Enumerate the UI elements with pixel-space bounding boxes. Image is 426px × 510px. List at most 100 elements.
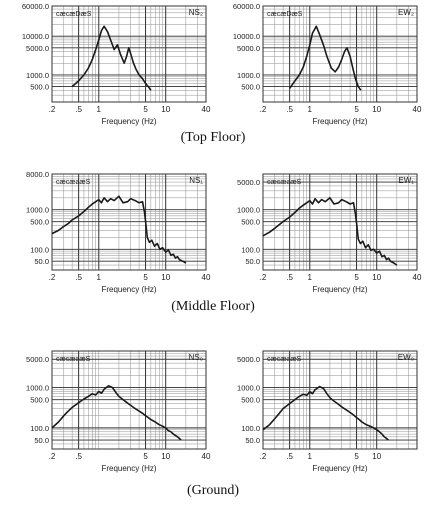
x-tick-label: .5 bbox=[75, 105, 82, 114]
y-tick-label: 5000.0 bbox=[26, 44, 49, 53]
component-label: NS₁ bbox=[189, 176, 203, 185]
x-tick-label: .2 bbox=[49, 273, 56, 282]
y-tick-label: 5000.0 bbox=[237, 44, 260, 53]
y-tick-label: 50.0 bbox=[34, 257, 49, 266]
y-tick-label: 100.0 bbox=[241, 424, 260, 433]
x-tick-label: 40 bbox=[202, 452, 211, 461]
x-tick-label: 40 bbox=[202, 105, 211, 114]
x-tick-label: 40 bbox=[413, 273, 422, 282]
caption-ground: (Ground) bbox=[186, 483, 240, 498]
caption-top-floor: (Top Floor) bbox=[180, 130, 246, 145]
series-line bbox=[262, 196, 398, 266]
component-label: EW₀ bbox=[398, 353, 414, 362]
y-tick-label: 1000.0 bbox=[26, 206, 49, 215]
x-tick-label: 5 bbox=[143, 273, 148, 282]
panel-ground-ew: .2 .5 1 5 10 50.0 100.0 500.0 1000.0 5000.0 Freque… bbox=[213, 345, 423, 475]
x-tick-label: 1 bbox=[97, 105, 102, 114]
y-tick-label: 100.0 bbox=[241, 245, 260, 254]
legend-label: cæcæDæS bbox=[56, 11, 92, 18]
x-axis-label: Frequency (Hz) bbox=[101, 117, 156, 126]
series-line bbox=[71, 25, 152, 91]
x-tick-label: .5 bbox=[286, 273, 293, 282]
y-tick-label: 60000.0 bbox=[22, 2, 49, 11]
x-tick-label: 40 bbox=[413, 105, 422, 114]
x-tick-label: .2 bbox=[49, 452, 56, 461]
plot-frame bbox=[51, 350, 207, 450]
y-tick-label: 500.0 bbox=[30, 218, 49, 227]
y-tick-label: 5000.0 bbox=[237, 355, 260, 364]
x-tick-label: 10 bbox=[372, 273, 381, 282]
y-tick-label: 1000.0 bbox=[26, 71, 49, 80]
x-tick-label: 1 bbox=[308, 452, 313, 461]
x-tick-label: 1 bbox=[97, 273, 102, 282]
component-label: NS₀ bbox=[189, 353, 203, 362]
panel-middle-ns: .2 .5 1 5 10 40 50.0 100.0 500.0 1000.0 8000.0 Freq… bbox=[2, 168, 212, 296]
plot-frame bbox=[51, 5, 207, 103]
x-tick-label: 5 bbox=[354, 273, 359, 282]
y-tick-label: 500.0 bbox=[241, 218, 260, 227]
x-tick-label: 10 bbox=[161, 105, 170, 114]
y-tick-label: 8000.0 bbox=[26, 170, 49, 179]
legend-label: cæcæaæS bbox=[56, 179, 91, 186]
series-line bbox=[51, 384, 182, 441]
grid-minor bbox=[262, 5, 418, 103]
y-tick-label: 10000.0 bbox=[22, 32, 49, 41]
x-tick-label: 40 bbox=[202, 273, 211, 282]
x-tick-label: .5 bbox=[286, 105, 293, 114]
y-tick-label: 1000.0 bbox=[237, 71, 260, 80]
series-line bbox=[262, 385, 389, 441]
legend-label: cæcæDæS bbox=[267, 11, 303, 18]
legend-label: cæcæaæS bbox=[267, 356, 302, 363]
y-tick-label: 500.0 bbox=[241, 83, 260, 92]
y-tick-label: 5000.0 bbox=[26, 355, 49, 364]
chart-svg: .2 .5 1 5 10 40 50.0 100.0 500.0 1000.0 8000.0 Freq… bbox=[26, 170, 211, 294]
chart-svg: .2 .5 5 10 40 50.0 100.0 500.0 1000.0 5000.0 Frequ… bbox=[26, 350, 211, 473]
x-tick-label: .5 bbox=[75, 452, 82, 461]
x-tick-label: 10 bbox=[372, 452, 381, 461]
chart-svg: .2 .5 1 5 10 40 500.0 1000.0 5000.0 10000.0 60000.… bbox=[233, 2, 422, 126]
panel-ground-ns: .2 .5 5 10 40 50.0 100.0 500.0 1000.0 5000.0 Frequ… bbox=[2, 345, 212, 475]
legend-label: cæcæaæS bbox=[56, 356, 91, 363]
grid-minor bbox=[51, 5, 207, 103]
panel-middle-ew: .2 .5 1 5 10 40 50.0 100.0 500.0 1000.0 5000.0 Freq… bbox=[213, 168, 423, 296]
panel-top-ew: .2 .5 1 5 10 40 500.0 1000.0 5000.0 10000.0 60000.… bbox=[213, 0, 423, 128]
x-tick-label: .5 bbox=[75, 273, 82, 282]
plot-frame bbox=[262, 5, 418, 103]
x-tick-label: .2 bbox=[260, 452, 267, 461]
chart-svg: .2 .5 1 5 10 40 50.0 100.0 500.0 1000.0 5000.0 Freq… bbox=[237, 173, 422, 294]
y-tick-label: 500.0 bbox=[241, 396, 260, 405]
y-tick-label: 100.0 bbox=[30, 245, 49, 254]
y-tick-label: 50.0 bbox=[245, 257, 260, 266]
x-tick-label: 5 bbox=[143, 452, 148, 461]
x-tick-label: .2 bbox=[260, 105, 267, 114]
x-tick-label: 10 bbox=[161, 273, 170, 282]
plot-frame bbox=[51, 173, 207, 271]
y-tick-label: 1000.0 bbox=[237, 206, 260, 215]
plot-frame bbox=[262, 173, 418, 271]
x-axis-label: Frequency (Hz) bbox=[101, 285, 156, 294]
plot-frame bbox=[262, 350, 418, 450]
y-tick-label: 100.0 bbox=[30, 424, 49, 433]
component-label: NS₂ bbox=[189, 8, 203, 17]
caption-middle-floor: (Middle Floor) bbox=[171, 299, 255, 314]
y-tick-label: 500.0 bbox=[30, 396, 49, 405]
x-tick-label: 10 bbox=[372, 105, 381, 114]
y-tick-label: 500.0 bbox=[30, 83, 49, 92]
series-line bbox=[288, 25, 362, 91]
panel-top-ns: .2 .5 1 5 10 40 500.0 1000.0 5000.0 10000.0 60000.… bbox=[2, 0, 212, 128]
legend-label: cæcæaæS bbox=[267, 179, 302, 186]
x-tick-label: .5 bbox=[286, 452, 293, 461]
x-tick-label: 1 bbox=[308, 273, 313, 282]
x-tick-label: .2 bbox=[260, 273, 267, 282]
x-axis-label: Frequency (Hz) bbox=[312, 285, 367, 294]
x-axis-label: Frequency (Hz) bbox=[312, 464, 367, 473]
y-tick-label: 1000.0 bbox=[237, 383, 260, 392]
series-line bbox=[51, 195, 187, 264]
component-label: EW₁ bbox=[398, 176, 414, 185]
y-tick-label: 1000.0 bbox=[26, 383, 49, 392]
x-tick-label: 1 bbox=[308, 105, 313, 114]
x-axis-label: Frequency (Hz) bbox=[101, 464, 156, 473]
y-tick-label: 60000.0 bbox=[233, 2, 260, 11]
x-tick-label: 5 bbox=[143, 105, 148, 114]
x-tick-label: 5 bbox=[354, 105, 359, 114]
